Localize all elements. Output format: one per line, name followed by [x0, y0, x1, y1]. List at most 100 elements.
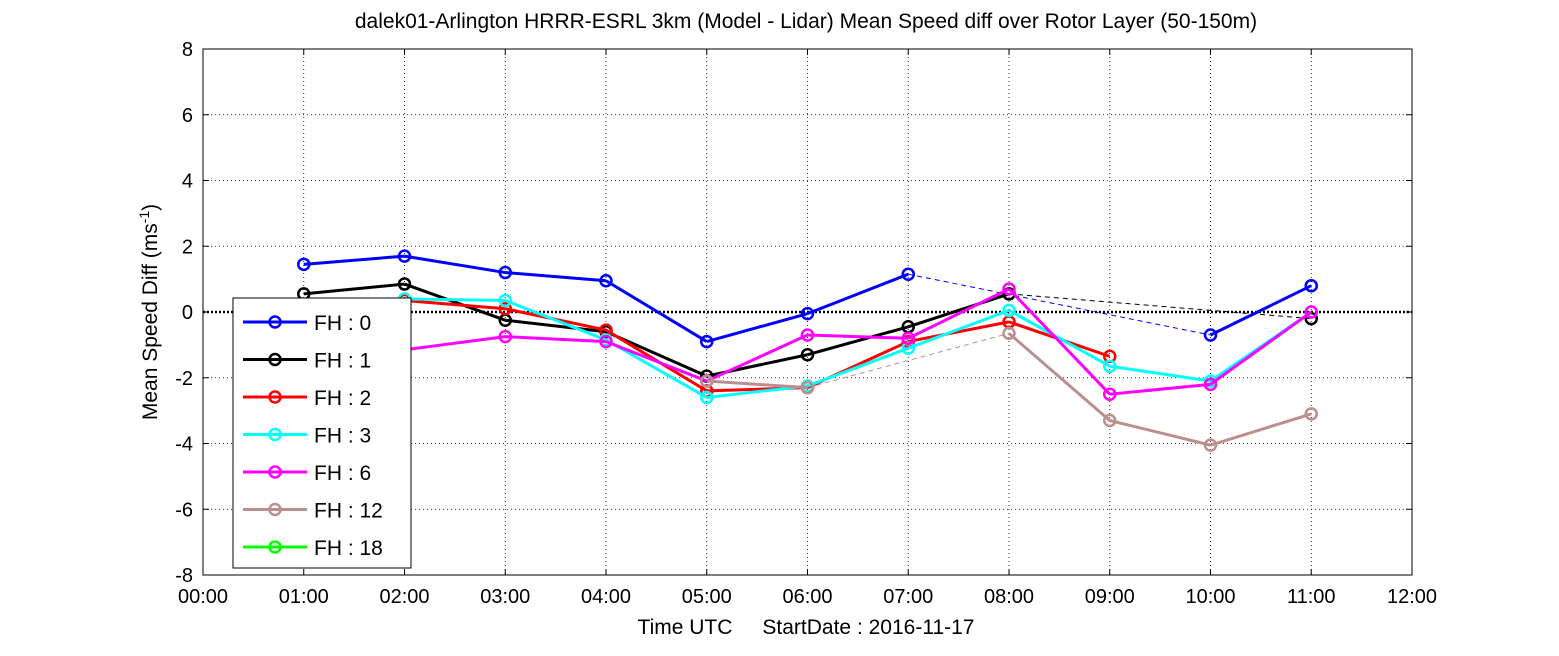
y-axis: 8 6 4 2 0 -2 -4 -6 -8	[175, 39, 1412, 587]
x-tick-label: 11:00	[1287, 586, 1336, 608]
legend-label: FH : 2	[314, 387, 371, 410]
series-segment	[1008, 332, 1111, 422]
data-point	[1203, 377, 1218, 392]
data-point	[700, 334, 714, 349]
y-axis-label: Mean Speed Diff (ms-1)	[136, 204, 162, 420]
series-segment	[1109, 364, 1211, 383]
legend-label: FH : 6	[314, 462, 371, 485]
legend-label: FH : 0	[314, 312, 371, 335]
legend-swatch-marker	[268, 502, 282, 517]
series-segment	[1209, 284, 1312, 337]
x-tick-label: 00:00	[178, 586, 228, 608]
x-axis-label: Time UTC StartDate : 2016-11-17	[638, 616, 975, 639]
x-tick-label: 06:00	[782, 586, 832, 608]
y-tick-label: -2	[175, 368, 193, 390]
data-point	[800, 347, 815, 362]
series-fh-3	[397, 292, 1318, 405]
legend-swatch-marker	[268, 427, 282, 442]
legend-label: FH : 12	[314, 500, 383, 523]
series-segment	[1109, 419, 1211, 447]
data-point	[1103, 359, 1117, 373]
data-point	[1203, 438, 1218, 452]
y-tick-label: -6	[175, 499, 193, 521]
series-gap-segment	[1008, 293, 1312, 320]
data-point	[599, 334, 613, 349]
legend-swatch-marker	[268, 390, 282, 404]
legend-label: FH : 3	[314, 425, 371, 448]
data-point	[498, 301, 512, 316]
data-point	[599, 274, 613, 288]
data-point	[397, 277, 412, 291]
series-segment	[1209, 310, 1313, 386]
x-tick-label: 10:00	[1185, 586, 1235, 608]
x-tick-label: 01:00	[279, 586, 329, 608]
data-point	[1002, 326, 1016, 341]
series-fh-12	[700, 326, 1318, 452]
y-tick-label: -4	[175, 434, 193, 456]
y-tick-label: 0	[182, 302, 193, 324]
data-point	[901, 331, 915, 346]
series-segment	[907, 287, 1010, 340]
data-point	[800, 306, 815, 321]
x-tick-label: 04:00	[581, 586, 631, 608]
data-point	[800, 380, 815, 395]
series-segment	[1008, 309, 1111, 368]
series-segment	[404, 297, 506, 302]
data-point	[901, 267, 915, 281]
dashed-connectors	[807, 273, 1312, 389]
x-tick-label: 07:00	[883, 586, 933, 608]
y-tick-label: 2	[182, 236, 193, 258]
x-tick-label: 03:00	[480, 586, 530, 608]
series-gap-segment	[807, 332, 1010, 389]
series-segment	[403, 282, 506, 322]
x-tick-label: 05:00	[682, 586, 732, 608]
legend: FH : 0 FH : 1 FH : 2 FH : 3 FH : 6 FH : 12 FH …	[232, 297, 412, 569]
series-segment	[303, 282, 405, 296]
data-point	[498, 265, 512, 280]
series-group	[297, 249, 1318, 452]
series-segment	[1007, 287, 1111, 396]
series-segment	[807, 333, 909, 340]
data-point	[1103, 387, 1117, 401]
series-segment	[404, 335, 506, 352]
y-axis-label-close: )	[139, 204, 162, 211]
data-point	[1304, 305, 1318, 319]
data-point	[700, 390, 714, 405]
legend-label: FH : 18	[314, 537, 383, 560]
series-segment	[806, 346, 909, 388]
chart-title: dalek01-Arlington HRRR-ESRL 3km (Model -…	[355, 10, 1257, 33]
x-axis: 00:00 01:00 02:00 03:00 04:00 05:00 06:00 07:00…	[178, 49, 1437, 608]
data-point	[297, 257, 311, 272]
series-segment	[706, 312, 808, 344]
x-tick-label: 12:00	[1387, 586, 1437, 608]
legend-swatch-marker	[268, 315, 282, 329]
legend-swatch-marker	[268, 352, 282, 367]
series-segment	[404, 254, 506, 275]
data-point	[1304, 407, 1318, 421]
series-segment	[907, 308, 1010, 350]
data-point	[800, 328, 815, 342]
y-axis-label-main: Mean Speed Diff (ms	[139, 223, 162, 420]
x-tick-label: 09:00	[1085, 586, 1135, 608]
data-point	[1103, 413, 1117, 428]
y-axis-label-sup: -1	[136, 211, 152, 224]
legend-swatch-marker	[268, 540, 282, 554]
legend-swatch-marker	[268, 465, 282, 479]
series-segment	[505, 271, 607, 283]
y-tick-label: 6	[182, 105, 193, 127]
data-point	[1203, 328, 1218, 342]
series-segment	[706, 379, 808, 390]
series-segment	[706, 333, 809, 383]
series-segment	[504, 299, 607, 342]
data-point	[1304, 278, 1318, 293]
legend-label: FH : 1	[314, 350, 371, 373]
data-point	[498, 329, 512, 344]
series-segment	[303, 254, 405, 266]
data-point	[700, 374, 714, 388]
series-segment	[505, 318, 607, 334]
y-tick-label: -8	[175, 565, 193, 587]
series-segment	[505, 335, 607, 344]
series-segment	[807, 325, 909, 357]
x-axis-label-main: Time UTC	[638, 616, 733, 639]
